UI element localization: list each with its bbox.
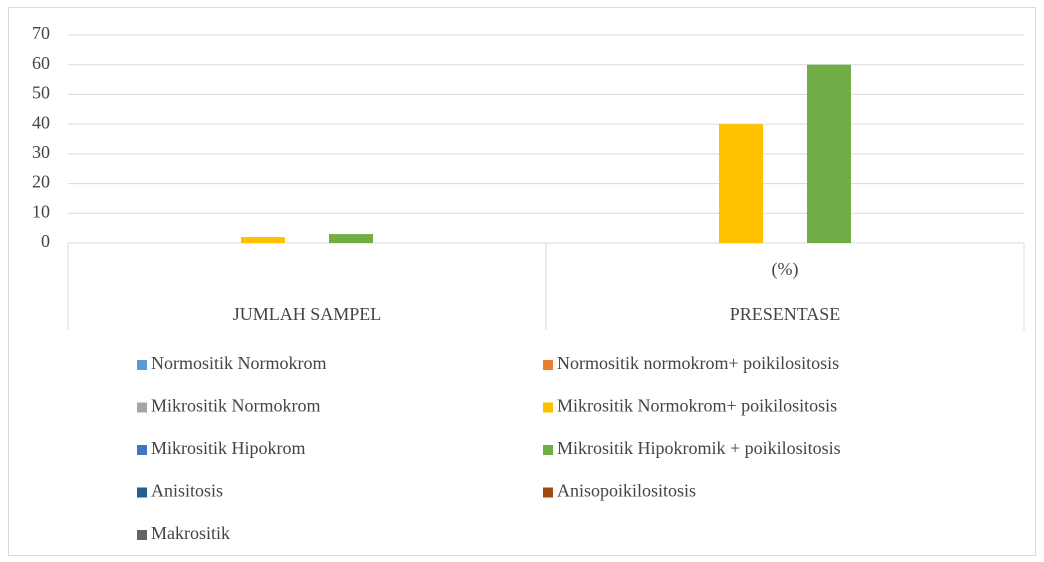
legend-label: Makrositik — [151, 523, 230, 543]
y-tick-label: 20 — [32, 172, 50, 192]
legend-swatch — [137, 530, 147, 540]
legend-label: Normositik Normokrom — [151, 353, 327, 373]
legend-swatch — [543, 402, 553, 413]
legend-label: Mikrositik Normokrom+ poikilositosis — [557, 396, 837, 416]
x-tick-label: JUMLAH SAMPEL — [233, 304, 382, 324]
legend-swatch — [543, 360, 553, 370]
y-tick-label: 70 — [32, 23, 50, 43]
legend-swatch — [137, 402, 147, 413]
bar — [241, 237, 285, 243]
legend-swatch — [137, 445, 147, 455]
y-tick-label: 60 — [32, 53, 50, 73]
bar — [719, 124, 763, 243]
bar — [807, 64, 851, 243]
legend-swatch — [137, 360, 147, 370]
legend-swatch — [543, 487, 553, 498]
y-tick-label: 50 — [32, 83, 50, 103]
legend-label: Mikrositik Hipokromik + poikilositosis — [557, 438, 841, 458]
legend-label: Mikrositik Normokrom — [151, 396, 321, 416]
legend-swatch — [543, 445, 553, 455]
legend-label: Anisopoikilositosis — [557, 481, 696, 501]
x-sublabel: (%) — [772, 259, 799, 280]
y-tick-label: 0 — [41, 231, 50, 251]
legend-label: Mikrositik Hipokrom — [151, 438, 306, 458]
bar — [329, 234, 373, 243]
legend-label: Normositik normokrom+ poikilositosis — [557, 353, 839, 373]
legend-label: Anisitosis — [151, 481, 223, 501]
y-tick-label: 10 — [32, 201, 50, 221]
legend-swatch — [137, 487, 147, 498]
chart-border — [8, 7, 1036, 556]
x-tick-label: PRESENTASE — [730, 304, 841, 324]
y-tick-label: 30 — [32, 142, 50, 162]
y-tick-label: 40 — [32, 112, 50, 132]
